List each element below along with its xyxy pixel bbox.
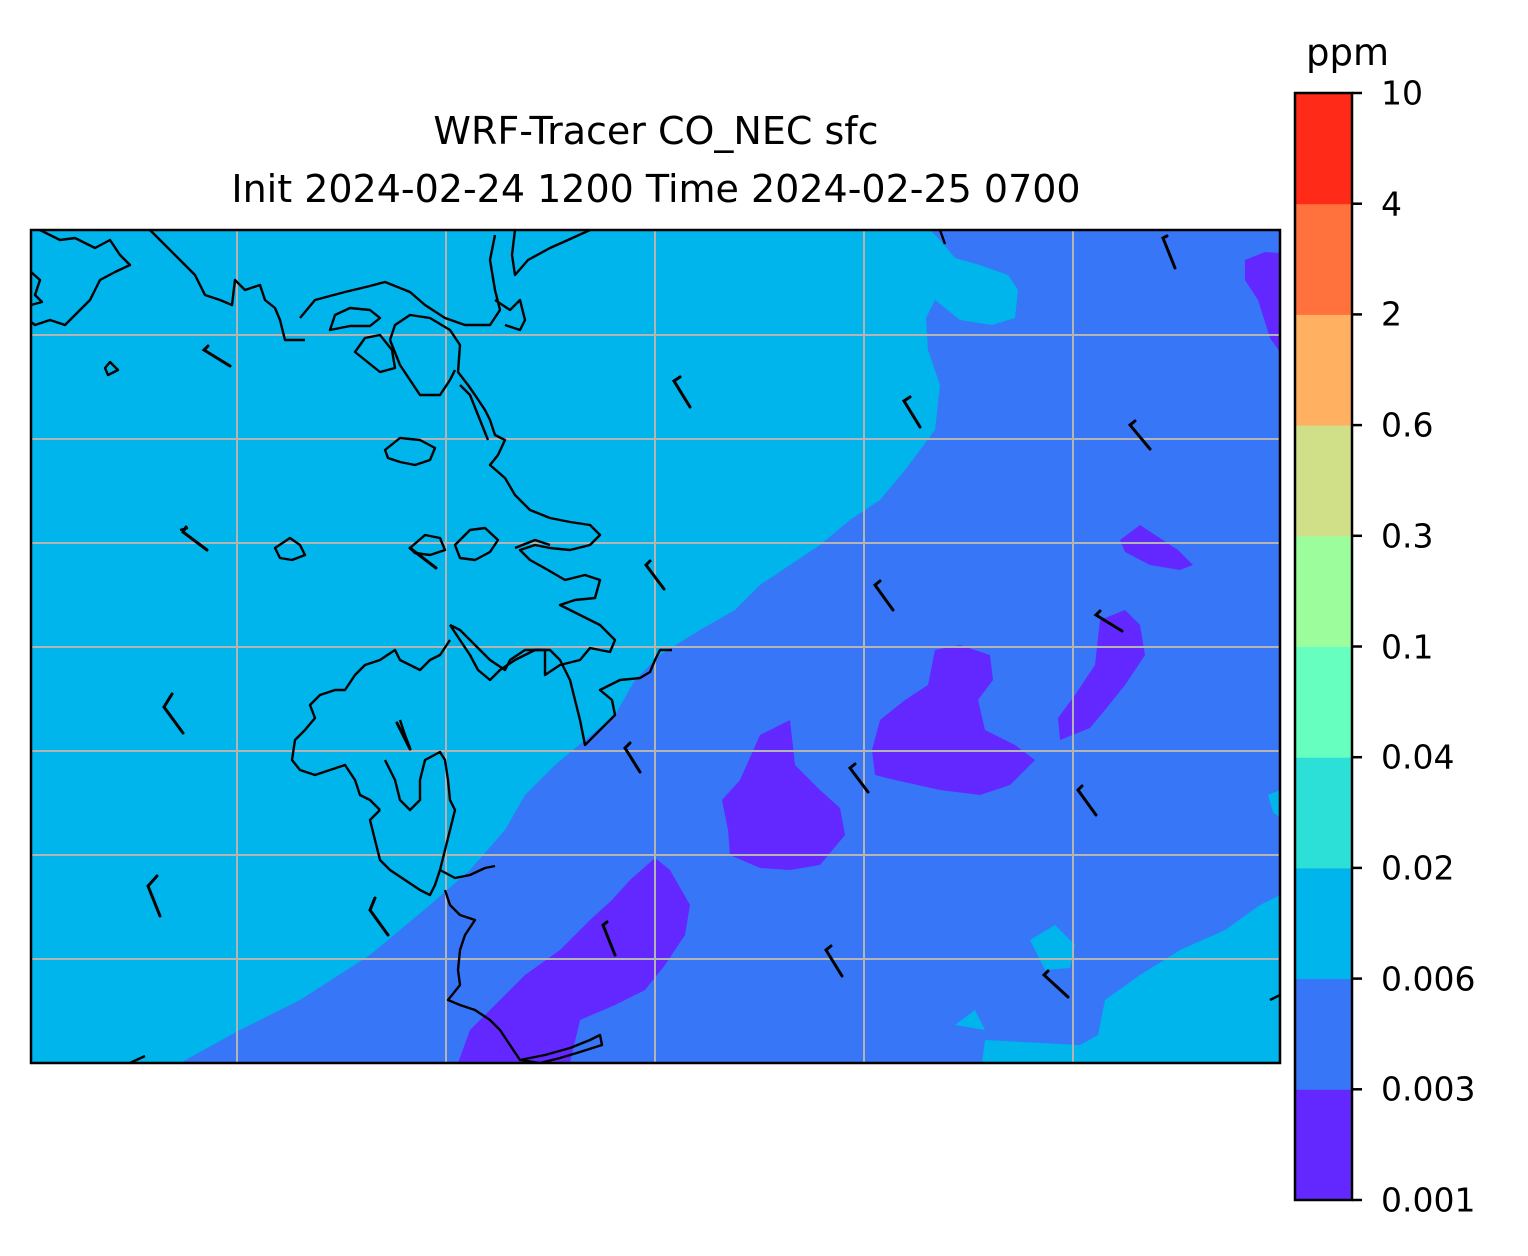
coastlines <box>31 230 1280 1063</box>
colorbar-tick-label: 0.006 <box>1381 959 1476 999</box>
colorbar-segment <box>1295 646 1352 758</box>
map-subtitle: Init 2024-02-24 1200 Time 2024-02-25 070… <box>231 167 1081 211</box>
colorbar-segment <box>1295 1089 1352 1201</box>
colorbar-segment <box>1295 535 1352 647</box>
wind-barbs <box>146 234 1177 999</box>
filled-contour-0.001-0.003 <box>1120 525 1193 570</box>
filled-contour-0.006-0.02-patch <box>1268 790 1280 818</box>
colorbar-tick-label: 0.1 <box>1381 627 1434 666</box>
filled-contour-0.001-0.003 <box>722 720 845 870</box>
colorbar-segment <box>1295 93 1352 205</box>
map-gridlines <box>31 230 1280 1063</box>
filled-contour-0.006-0.02-patch <box>982 895 1280 1063</box>
colorbar-tick-label: 0.04 <box>1381 737 1455 777</box>
colorbar-tick-label: 0.6 <box>1381 405 1434 445</box>
filled-contour-0.006-0.02-patch <box>955 1010 985 1030</box>
colorbar-segment <box>1295 314 1352 426</box>
filled-contour-0.001-0.003 <box>1058 610 1145 740</box>
colorbar-tick-label: 0.001 <box>1381 1180 1476 1220</box>
colorbar <box>1295 91 1362 1202</box>
map-title: WRF-Tracer CO_NEC sfc <box>433 109 879 153</box>
colorbar-tick-label: 2 <box>1381 294 1402 334</box>
filled-contour-0.001-0.003 <box>458 858 690 1063</box>
filled-contour-0.001-0.003 <box>872 645 1035 795</box>
colorbar-segment <box>1295 978 1352 1090</box>
colorbar-tick-label: 0.003 <box>1381 1069 1476 1109</box>
map-frame <box>29 228 1282 1065</box>
colorbar-segment <box>1295 757 1352 869</box>
filled-contour-0.001-0.003 <box>1245 252 1280 352</box>
colorbar-tick-label: 0.02 <box>1381 848 1455 888</box>
colorbar-tick-label: 4 <box>1381 184 1402 224</box>
colorbar-segment <box>1295 425 1352 537</box>
colorbar-segment <box>1295 867 1352 980</box>
colorbar-unit-label: ppm <box>1306 31 1390 74</box>
colorbar-tick-label: 0.3 <box>1381 516 1434 556</box>
filled-contour-0.006-0.02-patch <box>1215 982 1280 1000</box>
colorbar-tick-label: 10 <box>1381 73 1423 113</box>
colorbar-frame <box>1293 91 1354 1202</box>
colorbar-segment <box>1295 203 1352 315</box>
map-plot-area <box>31 230 1280 1063</box>
